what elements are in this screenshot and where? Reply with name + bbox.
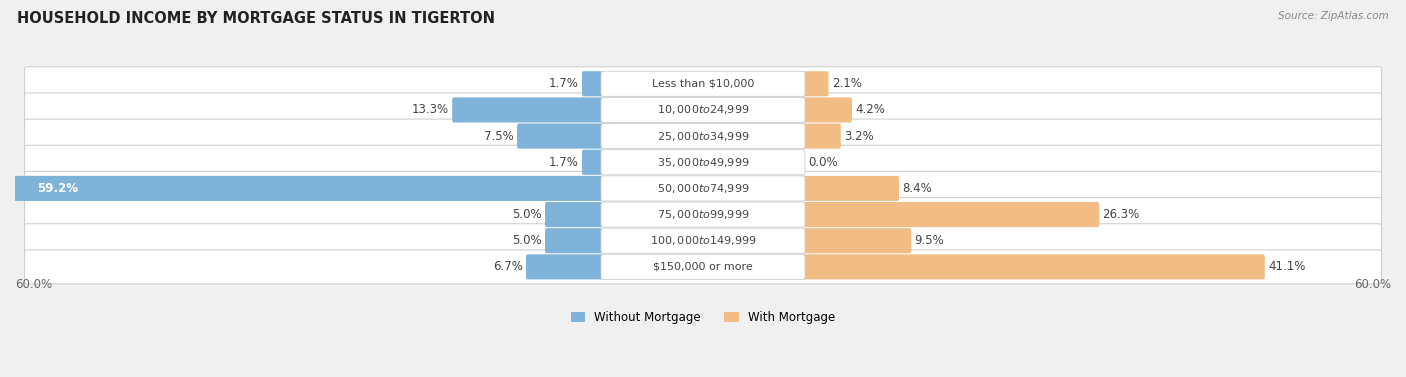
Text: 5.0%: 5.0% xyxy=(512,234,541,247)
FancyBboxPatch shape xyxy=(803,124,841,149)
Text: 3.2%: 3.2% xyxy=(844,130,873,143)
FancyBboxPatch shape xyxy=(803,228,911,253)
Text: $35,000 to $49,999: $35,000 to $49,999 xyxy=(657,156,749,169)
FancyBboxPatch shape xyxy=(600,97,806,123)
FancyBboxPatch shape xyxy=(24,67,1382,101)
FancyBboxPatch shape xyxy=(600,124,806,149)
Text: 0.0%: 0.0% xyxy=(808,156,838,169)
Text: 6.7%: 6.7% xyxy=(494,261,523,273)
Text: 60.0%: 60.0% xyxy=(15,278,52,291)
Text: $150,000 or more: $150,000 or more xyxy=(654,262,752,272)
Text: 41.1%: 41.1% xyxy=(1268,261,1305,273)
FancyBboxPatch shape xyxy=(582,150,603,175)
FancyBboxPatch shape xyxy=(600,202,806,227)
Text: 60.0%: 60.0% xyxy=(1354,278,1391,291)
FancyBboxPatch shape xyxy=(24,119,1382,153)
Text: 13.3%: 13.3% xyxy=(412,103,449,116)
FancyBboxPatch shape xyxy=(600,150,806,175)
FancyBboxPatch shape xyxy=(803,254,1265,279)
FancyBboxPatch shape xyxy=(803,176,898,201)
FancyBboxPatch shape xyxy=(526,254,603,279)
FancyBboxPatch shape xyxy=(546,202,603,227)
Text: 1.7%: 1.7% xyxy=(548,77,579,90)
FancyBboxPatch shape xyxy=(803,202,1099,227)
FancyBboxPatch shape xyxy=(24,198,1382,231)
FancyBboxPatch shape xyxy=(24,250,1382,284)
FancyBboxPatch shape xyxy=(803,71,828,97)
Legend: Without Mortgage, With Mortgage: Without Mortgage, With Mortgage xyxy=(567,307,839,329)
Text: $100,000 to $149,999: $100,000 to $149,999 xyxy=(650,234,756,247)
FancyBboxPatch shape xyxy=(24,145,1382,179)
Text: 5.0%: 5.0% xyxy=(512,208,541,221)
Text: $10,000 to $24,999: $10,000 to $24,999 xyxy=(657,103,749,116)
FancyBboxPatch shape xyxy=(0,176,603,201)
Text: 26.3%: 26.3% xyxy=(1102,208,1140,221)
FancyBboxPatch shape xyxy=(600,176,806,201)
FancyBboxPatch shape xyxy=(546,228,603,253)
FancyBboxPatch shape xyxy=(803,97,852,123)
Text: 59.2%: 59.2% xyxy=(38,182,79,195)
Text: 9.5%: 9.5% xyxy=(914,234,945,247)
FancyBboxPatch shape xyxy=(24,224,1382,258)
Text: 8.4%: 8.4% xyxy=(903,182,932,195)
Text: Source: ZipAtlas.com: Source: ZipAtlas.com xyxy=(1278,11,1389,21)
Text: HOUSEHOLD INCOME BY MORTGAGE STATUS IN TIGERTON: HOUSEHOLD INCOME BY MORTGAGE STATUS IN T… xyxy=(17,11,495,26)
Text: $50,000 to $74,999: $50,000 to $74,999 xyxy=(657,182,749,195)
Text: $75,000 to $99,999: $75,000 to $99,999 xyxy=(657,208,749,221)
Text: $25,000 to $34,999: $25,000 to $34,999 xyxy=(657,130,749,143)
Text: Less than $10,000: Less than $10,000 xyxy=(652,79,754,89)
FancyBboxPatch shape xyxy=(517,124,603,149)
Text: 4.2%: 4.2% xyxy=(855,103,884,116)
Text: 2.1%: 2.1% xyxy=(832,77,862,90)
Text: 7.5%: 7.5% xyxy=(484,130,515,143)
FancyBboxPatch shape xyxy=(600,228,806,253)
FancyBboxPatch shape xyxy=(24,93,1382,127)
FancyBboxPatch shape xyxy=(453,97,603,123)
Text: 1.7%: 1.7% xyxy=(548,156,579,169)
FancyBboxPatch shape xyxy=(600,71,806,97)
FancyBboxPatch shape xyxy=(24,172,1382,205)
FancyBboxPatch shape xyxy=(582,71,603,97)
FancyBboxPatch shape xyxy=(600,254,806,279)
